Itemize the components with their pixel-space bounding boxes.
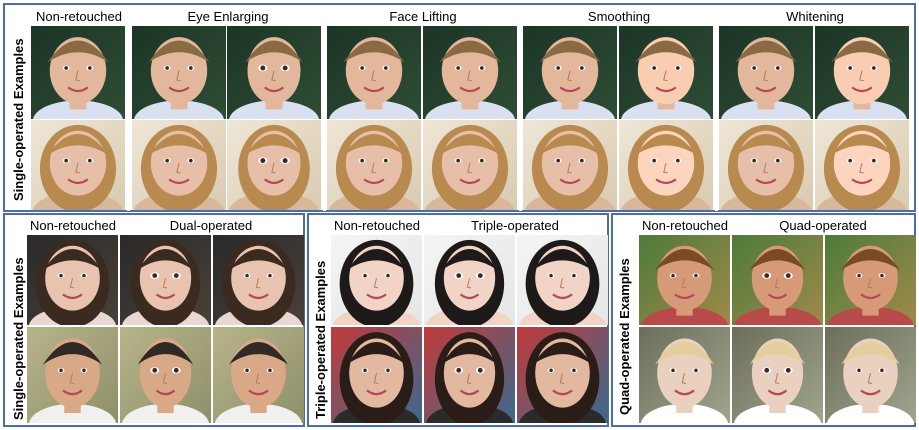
face-photo xyxy=(619,120,713,210)
face-photo xyxy=(27,235,118,325)
face-photo xyxy=(815,26,909,119)
bottom-middle-side-label: Triple-operated Examples xyxy=(313,260,328,419)
face-photo xyxy=(213,327,304,423)
face-photo xyxy=(639,327,730,423)
face-photo xyxy=(424,327,515,423)
face-photo xyxy=(331,327,422,423)
header-non-retouched: Non-retouched xyxy=(334,218,420,233)
face-photo xyxy=(719,120,813,210)
top-panel-side-label: Single-operated Examples xyxy=(11,38,26,201)
header-quad-operated: Quad-operated xyxy=(779,218,867,233)
face-photo xyxy=(120,327,211,423)
face-photo xyxy=(732,235,823,325)
header-triple-operated: Triple-operated xyxy=(471,218,559,233)
face-photo xyxy=(423,26,517,119)
header-non-retouched: Non-retouched xyxy=(642,218,728,233)
face-photo xyxy=(639,235,730,325)
face-photo xyxy=(227,120,321,210)
header-non-retouched: Non-retouched xyxy=(30,218,116,233)
top-panel: Single-operated Examples Non-retouched E… xyxy=(3,3,916,212)
face-photo xyxy=(732,327,823,423)
face-photo xyxy=(619,26,713,119)
face-photo xyxy=(423,120,517,210)
face-photo xyxy=(327,120,421,210)
face-photo xyxy=(517,327,608,423)
face-photo xyxy=(517,235,608,325)
face-photo xyxy=(213,235,304,325)
header-non-retouched: Non-retouched xyxy=(36,9,122,24)
header-face-lifting: Face Lifting xyxy=(389,9,457,24)
face-photo xyxy=(331,235,422,325)
group-divider xyxy=(715,25,718,211)
face-photo xyxy=(27,327,118,423)
face-photo xyxy=(523,120,617,210)
face-photo xyxy=(825,327,916,423)
bottom-right-side-label: Quad-operated Examples xyxy=(617,258,632,415)
face-photo xyxy=(31,26,125,119)
face-photo xyxy=(825,235,916,325)
face-photo xyxy=(227,26,321,119)
face-photo xyxy=(31,120,125,210)
header-eye-enlarging: Eye Enlarging xyxy=(187,9,269,24)
face-photo xyxy=(132,120,226,210)
face-photo xyxy=(815,120,909,210)
group-divider xyxy=(323,25,326,211)
header-dual-operated: Dual-operated xyxy=(169,218,253,233)
face-photo xyxy=(132,26,226,119)
face-photo xyxy=(120,235,211,325)
group-divider xyxy=(519,25,522,211)
header-whitening: Whitening xyxy=(786,9,844,24)
group-divider xyxy=(127,25,130,211)
bottom-middle-panel: Triple-operated Examples Non-retouched T… xyxy=(307,213,609,427)
face-photo xyxy=(719,26,813,119)
bottom-left-panel: Single-operated Examples Non-retouched D… xyxy=(3,213,305,427)
bottom-right-panel: Quad-operated Examples Non-retouched Qua… xyxy=(611,213,916,427)
face-photo xyxy=(327,26,421,119)
bottom-left-side-label: Single-operated Examples xyxy=(11,257,26,420)
header-smoothing: Smoothing xyxy=(587,9,651,24)
face-photo xyxy=(424,235,515,325)
face-photo xyxy=(523,26,617,119)
